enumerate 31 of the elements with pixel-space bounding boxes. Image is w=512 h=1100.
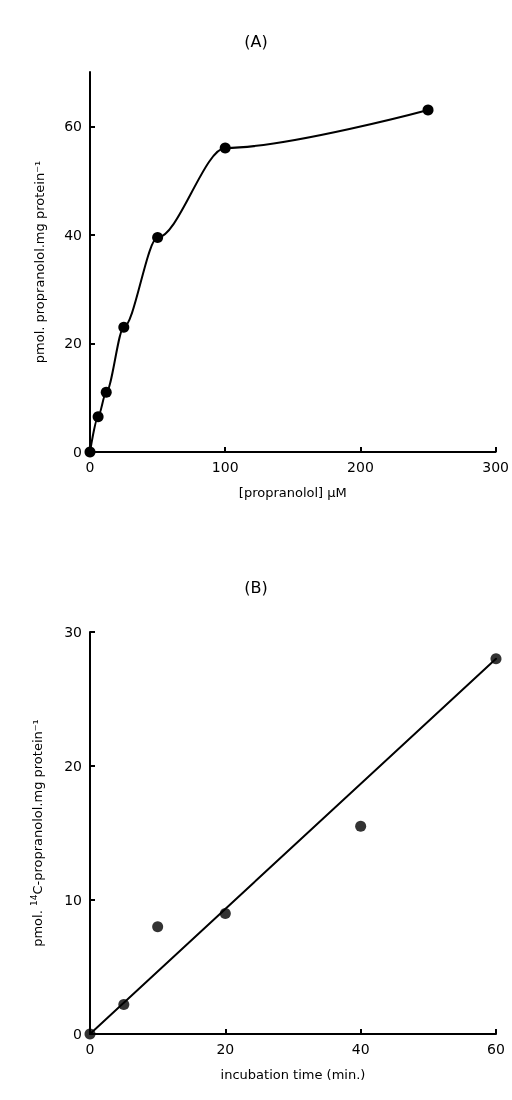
- point: [92, 411, 104, 423]
- y-tick-label: 20: [64, 758, 82, 774]
- x-tick-label: 20: [216, 1041, 235, 1057]
- chart-title: (B): [244, 577, 268, 597]
- point: [422, 104, 434, 116]
- x-axis-title: incubation time (min.): [220, 1067, 366, 1082]
- point: [100, 386, 112, 398]
- point: [84, 446, 96, 458]
- x-tick-label: 0: [85, 459, 95, 475]
- x-tick-label: 300: [482, 459, 510, 475]
- point: [152, 232, 164, 244]
- x-tick-label: 40: [351, 1041, 370, 1057]
- y-tick-label: 0: [73, 1026, 82, 1042]
- chart-title: (A): [244, 31, 268, 51]
- y-tick-label: 0: [73, 444, 82, 460]
- y-tick-label: 30: [64, 624, 82, 640]
- y-axis-title: pmol. propranolol.mg protein⁻¹: [32, 160, 47, 364]
- y-axis-title: pmol. 14C-propranolol.mg protein⁻¹: [28, 719, 45, 947]
- x-axis-title: [propranolol] μM: [238, 485, 347, 500]
- x-tick-label: 0: [85, 1041, 95, 1057]
- y-tick-label: 60: [64, 118, 82, 135]
- point: [219, 142, 231, 154]
- y-tick-label: 20: [64, 335, 82, 352]
- x-tick-label: 100: [211, 459, 239, 475]
- x-tick-label: 60: [487, 1041, 505, 1057]
- point: [355, 820, 367, 832]
- point: [152, 921, 164, 933]
- x-tick-label: 200: [347, 459, 374, 475]
- y-tick-label: 10: [64, 892, 82, 908]
- y-tick-label: 40: [64, 226, 82, 243]
- point: [118, 321, 130, 333]
